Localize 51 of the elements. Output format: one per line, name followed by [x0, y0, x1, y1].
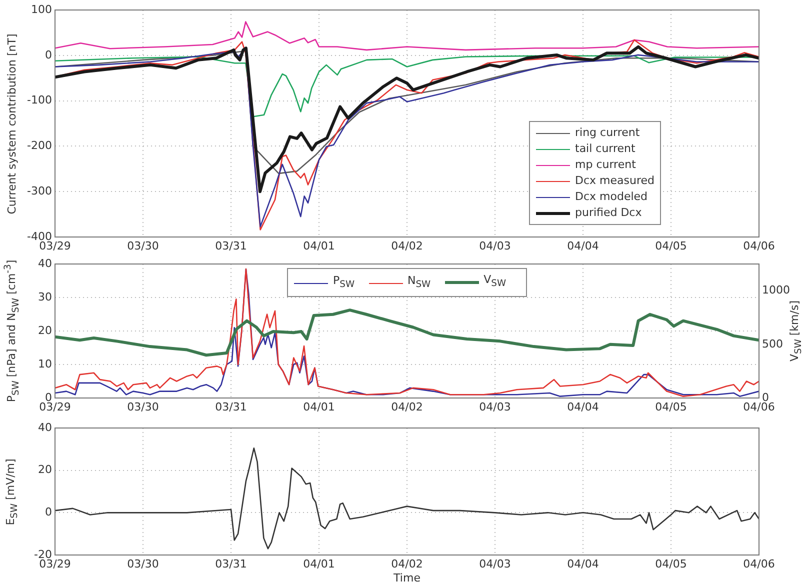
y-tick-label: 40 [38, 420, 52, 434]
x-tick-label: 04/05 [655, 239, 687, 252]
y-tick-label: 40 [38, 256, 52, 270]
legend-label: Dcx modeled [575, 189, 648, 205]
y-tick-label: 0 [45, 506, 52, 519]
x-tick-label: 03/30 [127, 239, 159, 252]
x-tick-label: 03/31 [215, 239, 247, 252]
y-tick-label: 100 [31, 2, 52, 16]
y-tick-label: 0 [45, 48, 52, 62]
x-tick-label: 04/03 [479, 400, 511, 414]
x-tick-label: 04/01 [303, 400, 335, 414]
x-tick-label: 03/30 [127, 557, 159, 570]
x-tick-label: 04/04 [567, 557, 599, 570]
x-tick-label: 04/04 [567, 239, 599, 252]
x-tick-label: 04/02 [391, 557, 423, 570]
legend-label: ring current [575, 125, 640, 141]
y-tick-label: -300 [27, 184, 52, 198]
x-tick-label: 04/05 [655, 400, 687, 414]
legend-label: purified Dcx [575, 205, 642, 221]
y-tick-label: 10 [38, 357, 52, 370]
x-tick-label: 04/06 [743, 557, 775, 570]
y-axis-title: Current system contribution [nT] [6, 33, 18, 214]
x-tick-label: 04/03 [479, 239, 511, 252]
x-tick-label: 03/29 [39, 400, 71, 414]
y2-tick-label: 1000 [762, 284, 790, 297]
y-tick-label: -100 [27, 94, 52, 107]
x-tick-label: 03/30 [127, 400, 159, 414]
y2-tick-label: 500 [762, 337, 783, 350]
legend-label: mp current [575, 157, 636, 173]
x-tick-label: 03/31 [215, 557, 247, 570]
y-tick-label: 20 [38, 324, 52, 337]
legend-label: V$_{SW}$ [484, 272, 506, 292]
x-axis-title: Time [392, 571, 421, 584]
x-tick-label: 04/02 [391, 400, 423, 414]
x-tick-label: 04/04 [567, 400, 599, 414]
legend-label: P$_{SW}$ [333, 273, 355, 292]
x-tick-label: 04/06 [743, 239, 775, 252]
x-tick-label: 04/02 [391, 239, 423, 252]
x-tick-label: 03/29 [39, 557, 71, 570]
x-tick-label: 04/03 [479, 557, 511, 570]
x-tick-label: 04/01 [303, 239, 335, 252]
x-tick-label: 04/01 [303, 557, 335, 570]
y-tick-label: -200 [27, 139, 52, 152]
y-tick-label: 30 [38, 290, 52, 304]
x-tick-label: 04/05 [655, 557, 687, 570]
x-tick-label: 03/31 [215, 400, 247, 414]
x-tick-label: 03/29 [39, 239, 71, 252]
legend-label: N$_{SW}$ [408, 273, 431, 292]
legend-label: Dcx measured [575, 173, 654, 189]
legend-label: tail current [575, 141, 636, 157]
y-tick-label: 20 [38, 463, 52, 476]
